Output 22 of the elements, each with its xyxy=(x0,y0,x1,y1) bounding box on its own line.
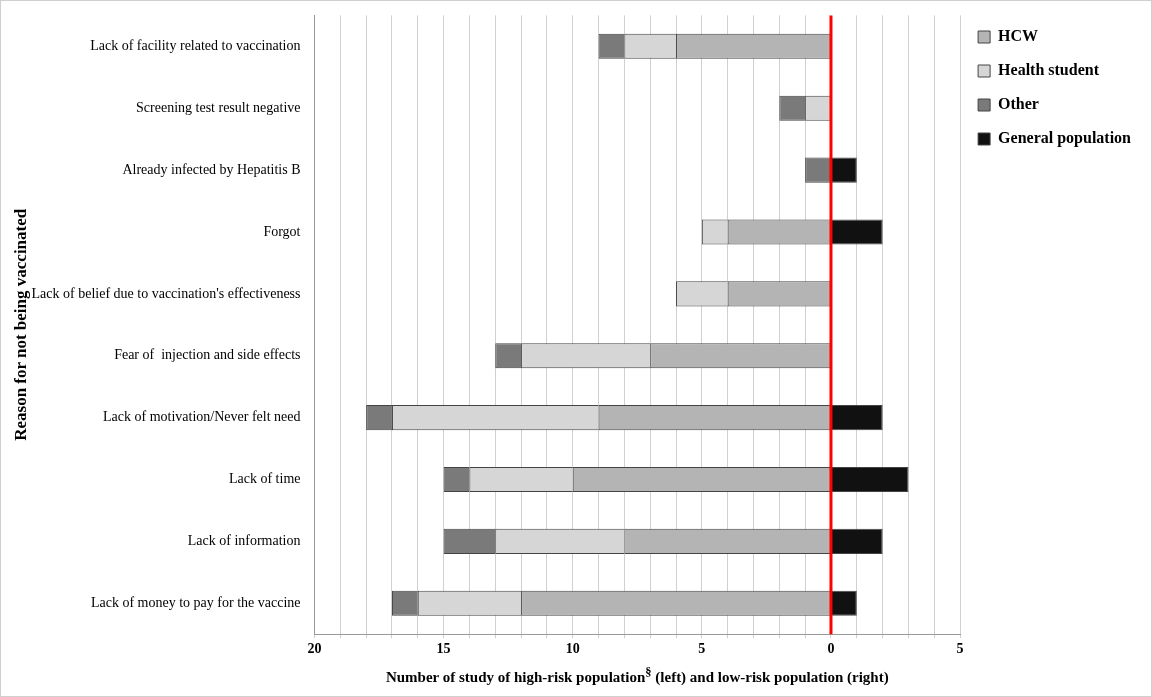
x-axis-title: Number of study of high-risk population$^{§}$ (left) and low-risk population (right) xyxy=(385,665,889,686)
legend-label: General population xyxy=(998,129,1132,148)
y-tick-label: Screening test result negative xyxy=(136,99,301,115)
y-tick-label: Lack of facility related to vaccination xyxy=(90,38,301,54)
y-axis-title: Reason for not being vaccinated xyxy=(10,208,30,441)
y-tick-label: Lack of money to pay for the vaccine xyxy=(90,594,301,610)
x-tick-label: 5 xyxy=(698,641,706,657)
x-tick-label: 5 xyxy=(956,641,964,657)
legend-label: Health student xyxy=(998,61,1100,79)
y-tick-label: Lack of information xyxy=(187,533,301,549)
legend-label: Other xyxy=(998,95,1039,113)
y-tick-label: Lack of belief due to vaccination's effectiveness xyxy=(31,285,301,301)
y-tick-label: Lack of time xyxy=(228,471,301,487)
y-tick-label: Fear of injection and side effects xyxy=(114,347,301,363)
y-tick-label: Already infected by Hepatitis B xyxy=(122,161,301,177)
x-tick-label: 15 xyxy=(436,641,451,657)
x-tick-label: 20 xyxy=(307,641,322,657)
x-tick-label: 0 xyxy=(827,641,835,657)
y-tick-label: Forgot xyxy=(263,223,301,239)
y-tick-label: Lack of motivation/Never felt need xyxy=(103,409,301,425)
x-tick-label: 10 xyxy=(565,641,580,657)
legend-label: HCW xyxy=(998,27,1039,45)
